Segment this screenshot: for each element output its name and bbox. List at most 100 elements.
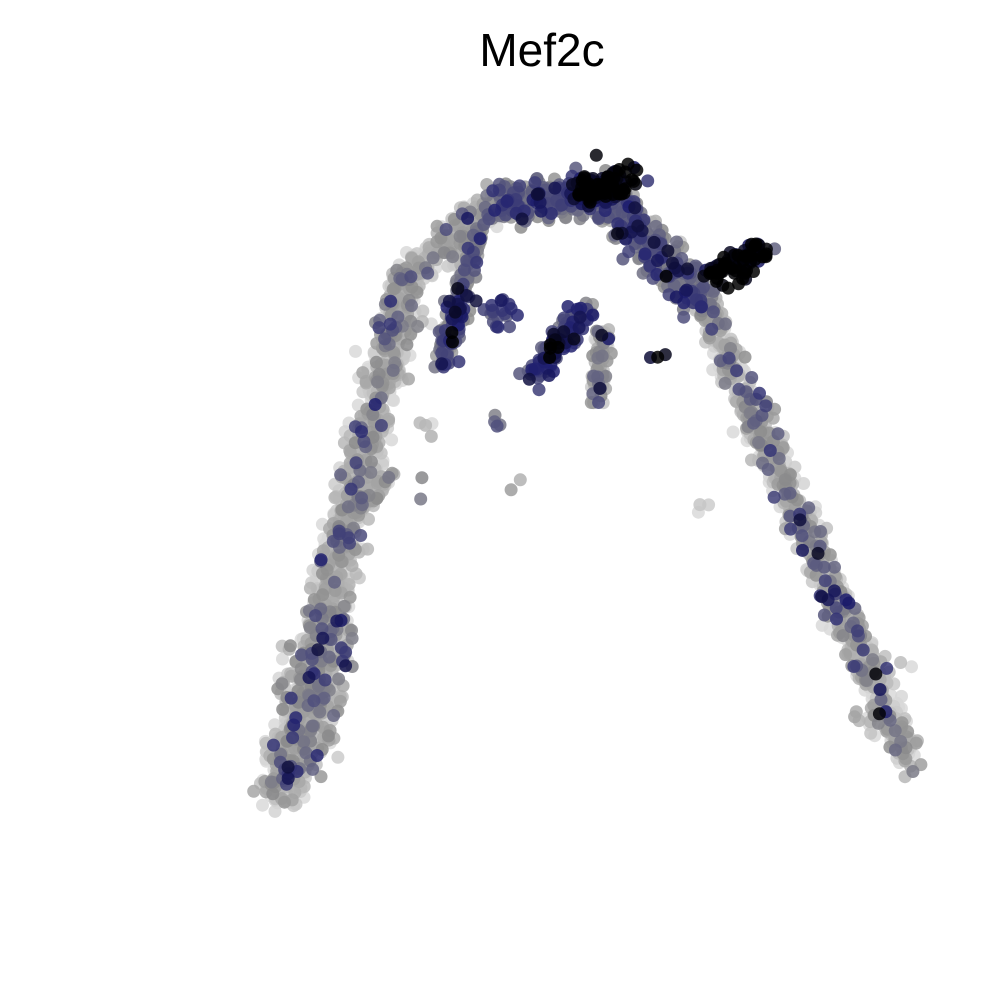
cell-point <box>368 398 382 411</box>
cell-point <box>542 369 556 382</box>
cell-point <box>303 581 317 595</box>
cell-point <box>522 372 536 386</box>
cell-point <box>328 491 342 505</box>
cell-point <box>611 227 624 241</box>
cell-point <box>284 691 298 705</box>
cell-point <box>732 382 746 396</box>
cell-point <box>276 652 289 666</box>
cell-point <box>247 784 261 798</box>
cell-point <box>383 317 397 331</box>
cell-point <box>572 187 586 201</box>
cell-point <box>842 596 856 610</box>
cell-point <box>573 310 587 324</box>
cell-point <box>414 492 428 506</box>
cell-point <box>627 174 641 188</box>
cell-point <box>494 294 508 307</box>
cell-point <box>557 325 571 339</box>
cell-point <box>354 529 368 542</box>
cell-point <box>334 468 348 482</box>
cell-point <box>374 419 388 432</box>
cell-point <box>415 471 429 485</box>
cell-point <box>778 473 792 487</box>
cell-point <box>419 418 433 432</box>
cell-point <box>513 473 527 487</box>
cell-point <box>830 612 843 626</box>
cell-point <box>349 344 362 358</box>
cell-point <box>869 667 883 681</box>
cell-point <box>680 283 694 297</box>
cell-point <box>510 308 524 322</box>
cell-point <box>322 650 336 664</box>
cell-point <box>894 656 908 669</box>
cell-point <box>364 465 378 479</box>
cell-point <box>749 237 763 251</box>
cell-point <box>866 653 880 667</box>
cell-point <box>299 746 313 760</box>
cell-point <box>856 643 870 657</box>
cell-point <box>586 308 600 322</box>
cell-point <box>567 332 581 346</box>
cell-point <box>783 486 797 500</box>
cell-point <box>575 174 589 188</box>
cell-point <box>724 342 737 355</box>
cell-point <box>718 376 732 390</box>
cell-point <box>435 346 449 360</box>
cell-point <box>677 310 691 324</box>
cell-point <box>287 718 301 732</box>
cell-point <box>317 691 331 705</box>
cell-point <box>860 674 874 688</box>
cell-point <box>906 765 920 778</box>
cell-point <box>755 250 769 264</box>
cell-point <box>530 187 544 201</box>
cell-point <box>364 455 378 469</box>
cell-point <box>488 203 502 217</box>
cell-point <box>829 601 843 615</box>
cell-point <box>470 255 484 269</box>
cell-point <box>744 249 758 263</box>
cell-point <box>796 543 809 557</box>
cell-point <box>771 427 785 441</box>
cell-point <box>294 662 308 676</box>
cell-point <box>532 383 546 397</box>
cell-point <box>543 341 557 355</box>
cell-point <box>311 643 325 657</box>
cell-point <box>328 575 341 589</box>
cell-point <box>659 269 673 283</box>
cell-point <box>316 567 329 581</box>
cell-point <box>281 771 295 785</box>
cell-point <box>797 477 811 490</box>
cell-point <box>442 294 456 308</box>
cell-point <box>759 399 773 413</box>
cell-point <box>369 355 383 369</box>
cell-point <box>905 660 918 674</box>
chart-title: Mef2c <box>479 24 604 76</box>
cell-point <box>307 593 321 607</box>
cell-point <box>268 804 282 818</box>
cell-point <box>864 726 878 740</box>
cell-point <box>729 264 743 278</box>
cell-point <box>593 381 607 395</box>
cell-point <box>385 433 399 447</box>
cell-point <box>281 760 295 774</box>
cell-point <box>612 187 626 201</box>
cell-point <box>266 787 280 801</box>
cell-point <box>802 501 816 515</box>
cell-point <box>491 320 505 334</box>
cell-point <box>666 256 679 270</box>
cell-point <box>372 321 386 335</box>
cell-point <box>888 743 902 757</box>
cell-point <box>349 456 363 470</box>
cell-point <box>651 350 665 364</box>
cell-point <box>404 270 418 284</box>
cell-point <box>366 408 380 421</box>
cell-point <box>705 322 719 336</box>
cell-point <box>411 319 425 333</box>
cell-point <box>873 683 887 696</box>
cell-point <box>784 522 798 536</box>
cell-point <box>630 163 644 177</box>
cell-point <box>814 525 827 538</box>
cell-point <box>761 463 775 476</box>
cell-point <box>661 244 675 258</box>
cell-point <box>740 263 753 277</box>
cell-point <box>400 338 414 352</box>
